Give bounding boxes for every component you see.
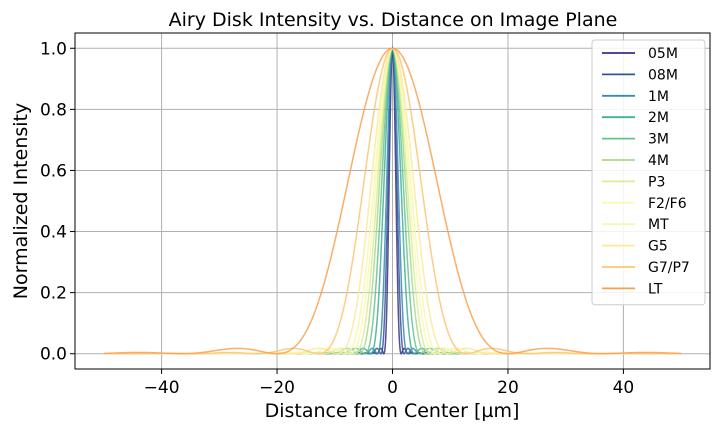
legend-label: G7/P7 (648, 260, 690, 276)
y-tick-label: 0.2 (40, 284, 67, 304)
legend: 05M 08M 1M 2M 3M 4M P3 F2/F6 MT G5 G7/P7 LT (591, 39, 706, 306)
x-axis-ticks: −40 −20 0 20 40 (144, 369, 635, 398)
x-tick-label: 40 (613, 378, 635, 398)
x-axis-label: Distance from Center [µm] (265, 400, 520, 422)
legend-box (591, 39, 706, 306)
y-axis-ticks: 0.0 0.2 0.4 0.6 0.8 1.0 (40, 39, 75, 365)
legend-label: P3 (648, 174, 665, 190)
y-tick-label: 0.4 (40, 223, 67, 243)
x-tick-label: 0 (387, 378, 398, 398)
x-tick-label: 20 (497, 378, 519, 398)
legend-label: MT (648, 217, 669, 233)
series-line-lt (103, 47, 682, 355)
legend-label: G5 (648, 239, 668, 255)
y-tick-label: 1.0 (40, 39, 67, 59)
legend-label: 08M (648, 67, 678, 83)
y-tick-label: 0.8 (40, 100, 67, 120)
chart-title: Airy Disk Intensity vs. Distance on Imag… (169, 9, 618, 31)
y-tick-label: 0.6 (40, 161, 67, 181)
legend-label: 4M (648, 153, 669, 169)
x-tick-label: −40 (144, 378, 180, 398)
legend-label: F2/F6 (648, 196, 687, 212)
series-lines (103, 45, 682, 355)
y-axis-label: Normalized Intensity (10, 103, 32, 300)
x-tick-label: −20 (259, 378, 295, 398)
legend-label: 05M (648, 46, 678, 62)
legend-label: 2M (648, 110, 669, 126)
y-tick-label: 0.0 (40, 345, 67, 365)
legend-label: LT (648, 281, 663, 297)
legend-label: 3M (648, 132, 669, 148)
legend-label: 1M (648, 89, 669, 105)
